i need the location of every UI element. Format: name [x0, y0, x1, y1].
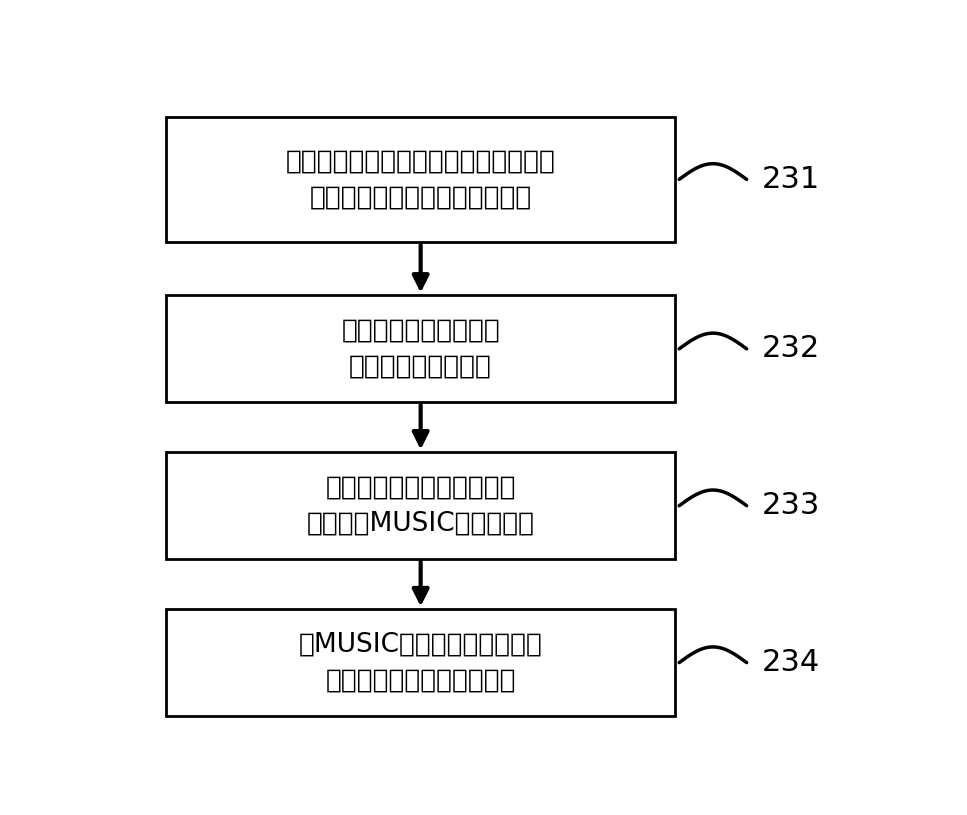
Text: 对每个阵列的协方差矩阵进行特征值分
解，得到特征值对应的特征矢量: 对每个阵列的协方差矩阵进行特征值分 解，得到特征值对应的特征矢量	[285, 148, 556, 210]
Bar	[166, 452, 675, 559]
Text: 232: 232	[762, 334, 820, 363]
Text: 结合信号子空间和噪声子空
间，构造MUSIC空间谱函数: 结合信号子空间和噪声子空 间，构造MUSIC空间谱函数	[307, 474, 535, 537]
Text: 233: 233	[762, 491, 820, 520]
Text: 对MUSIC空间谱函数进行谱峰
搜索，得到目标源位置估计: 对MUSIC空间谱函数进行谱峰 搜索，得到目标源位置估计	[299, 632, 542, 694]
Text: 231: 231	[762, 165, 820, 194]
Bar	[166, 610, 675, 716]
Text: 234: 234	[762, 648, 820, 677]
Text: 根据特征矢量获取信号
子空间和噪声子空间: 根据特征矢量获取信号 子空间和噪声子空间	[341, 318, 500, 380]
Bar	[166, 296, 675, 402]
Bar	[166, 117, 675, 242]
